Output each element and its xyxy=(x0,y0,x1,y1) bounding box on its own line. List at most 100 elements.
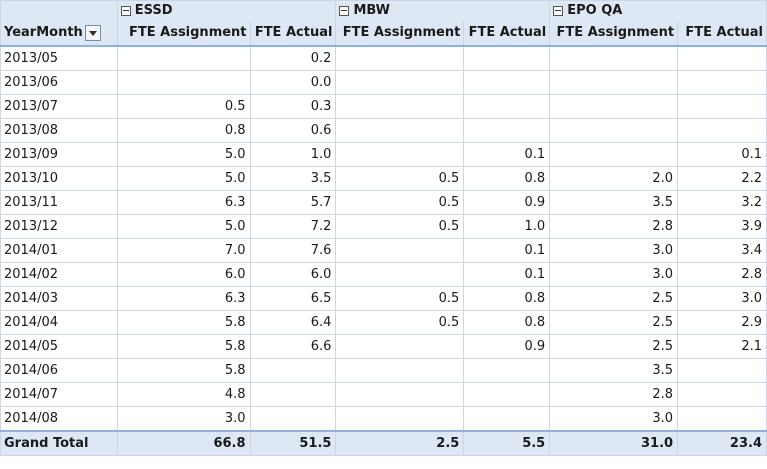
value-cell[interactable] xyxy=(249,382,337,407)
group-header-mbw[interactable]: MBW xyxy=(335,0,551,21)
value-cell[interactable]: 0.8 xyxy=(463,310,551,335)
value-cell[interactable]: 6.3 xyxy=(116,286,251,311)
collapse-icon[interactable] xyxy=(553,6,564,16)
value-cell[interactable]: 3.0 xyxy=(677,286,767,311)
row-label[interactable]: 2014/01 xyxy=(0,238,118,263)
grand-total-cell[interactable]: 51.5 xyxy=(249,430,337,456)
value-cell[interactable]: 3.5 xyxy=(549,358,679,383)
value-cell[interactable] xyxy=(677,70,767,95)
value-cell[interactable]: 0.5 xyxy=(116,94,251,119)
collapse-icon[interactable] xyxy=(339,6,350,16)
value-cell[interactable]: 5.8 xyxy=(116,310,251,335)
value-cell[interactable] xyxy=(116,70,251,95)
value-cell[interactable]: 6.6 xyxy=(249,334,337,359)
value-cell[interactable] xyxy=(335,358,465,383)
column-header[interactable]: FTE Actual xyxy=(463,21,551,47)
value-cell[interactable]: 3.9 xyxy=(677,214,767,239)
value-cell[interactable]: 2.5 xyxy=(549,310,679,335)
row-label[interactable]: 2013/05 xyxy=(0,45,118,71)
value-cell[interactable] xyxy=(249,406,337,432)
value-cell[interactable]: 3.0 xyxy=(549,262,679,287)
value-cell[interactable]: 1.0 xyxy=(249,142,337,167)
value-cell[interactable]: 2.1 xyxy=(677,334,767,359)
value-cell[interactable]: 0.8 xyxy=(463,166,551,191)
value-cell[interactable] xyxy=(677,358,767,383)
value-cell[interactable]: 7.2 xyxy=(249,214,337,239)
value-cell[interactable] xyxy=(249,358,337,383)
value-cell[interactable]: 2.8 xyxy=(677,262,767,287)
value-cell[interactable]: 5.0 xyxy=(116,142,251,167)
value-cell[interactable] xyxy=(335,262,465,287)
value-cell[interactable] xyxy=(463,358,551,383)
row-label[interactable]: 2013/06 xyxy=(0,70,118,95)
value-cell[interactable]: 0.0 xyxy=(249,70,337,95)
value-cell[interactable]: 0.8 xyxy=(116,118,251,143)
value-cell[interactable]: 7.0 xyxy=(116,238,251,263)
value-cell[interactable]: 2.8 xyxy=(549,214,679,239)
value-cell[interactable]: 0.5 xyxy=(335,190,465,215)
value-cell[interactable]: 0.2 xyxy=(249,45,337,71)
row-label[interactable]: 2014/08 xyxy=(0,406,118,432)
value-cell[interactable]: 2.9 xyxy=(677,310,767,335)
grand-total-cell[interactable]: 2.5 xyxy=(335,430,465,456)
value-cell[interactable]: 1.0 xyxy=(463,214,551,239)
value-cell[interactable] xyxy=(335,382,465,407)
column-header[interactable]: FTE Actual xyxy=(249,21,337,47)
grand-total-cell[interactable]: 5.5 xyxy=(463,430,551,456)
value-cell[interactable]: 0.5 xyxy=(335,214,465,239)
value-cell[interactable]: 0.5 xyxy=(335,310,465,335)
value-cell[interactable]: 0.1 xyxy=(463,262,551,287)
value-cell[interactable] xyxy=(116,45,251,71)
column-header[interactable]: FTE Actual xyxy=(677,21,767,47)
value-cell[interactable]: 6.5 xyxy=(249,286,337,311)
value-cell[interactable] xyxy=(335,118,465,143)
row-label[interactable]: 2013/09 xyxy=(0,142,118,167)
value-cell[interactable] xyxy=(463,70,551,95)
value-cell[interactable]: 0.9 xyxy=(463,190,551,215)
value-cell[interactable]: 3.5 xyxy=(549,190,679,215)
grand-total-cell[interactable]: 66.8 xyxy=(116,430,251,456)
collapse-icon[interactable] xyxy=(120,6,131,16)
value-cell[interactable] xyxy=(677,406,767,432)
value-cell[interactable]: 4.8 xyxy=(116,382,251,407)
value-cell[interactable] xyxy=(335,238,465,263)
row-label[interactable]: 2014/06 xyxy=(0,358,118,383)
value-cell[interactable] xyxy=(335,45,465,71)
row-label[interactable]: 2013/08 xyxy=(0,118,118,143)
value-cell[interactable]: 0.1 xyxy=(463,238,551,263)
group-header-epo-qa[interactable]: EPO QA xyxy=(549,0,767,21)
value-cell[interactable] xyxy=(463,406,551,432)
value-cell[interactable]: 3.0 xyxy=(549,238,679,263)
row-label[interactable]: 2013/10 xyxy=(0,166,118,191)
value-cell[interactable] xyxy=(549,45,679,71)
grand-total-cell[interactable]: 31.0 xyxy=(549,430,679,456)
group-header-essd[interactable]: ESSD xyxy=(116,0,337,21)
value-cell[interactable]: 0.6 xyxy=(249,118,337,143)
value-cell[interactable] xyxy=(463,118,551,143)
value-cell[interactable] xyxy=(677,94,767,119)
value-cell[interactable] xyxy=(335,70,465,95)
row-label[interactable]: 2014/02 xyxy=(0,262,118,287)
row-label[interactable]: 2014/04 xyxy=(0,310,118,335)
column-header[interactable]: FTE Assignment xyxy=(116,21,251,47)
value-cell[interactable]: 7.6 xyxy=(249,238,337,263)
value-cell[interactable] xyxy=(335,406,465,432)
value-cell[interactable]: 5.8 xyxy=(116,334,251,359)
value-cell[interactable]: 3.0 xyxy=(549,406,679,432)
value-cell[interactable]: 5.8 xyxy=(116,358,251,383)
filter-dropdown-icon[interactable] xyxy=(84,24,101,41)
value-cell[interactable]: 2.0 xyxy=(549,166,679,191)
value-cell[interactable] xyxy=(463,382,551,407)
value-cell[interactable]: 6.0 xyxy=(116,262,251,287)
value-cell[interactable]: 6.4 xyxy=(249,310,337,335)
value-cell[interactable]: 6.3 xyxy=(116,190,251,215)
value-cell[interactable]: 2.5 xyxy=(549,334,679,359)
value-cell[interactable]: 2.8 xyxy=(549,382,679,407)
value-cell[interactable] xyxy=(549,118,679,143)
value-cell[interactable]: 0.1 xyxy=(463,142,551,167)
row-label[interactable]: 2014/07 xyxy=(0,382,118,407)
value-cell[interactable]: 2.2 xyxy=(677,166,767,191)
column-header[interactable]: FTE Assignment xyxy=(335,21,465,47)
value-cell[interactable] xyxy=(549,94,679,119)
row-field-header[interactable]: YearMonth xyxy=(0,21,118,47)
